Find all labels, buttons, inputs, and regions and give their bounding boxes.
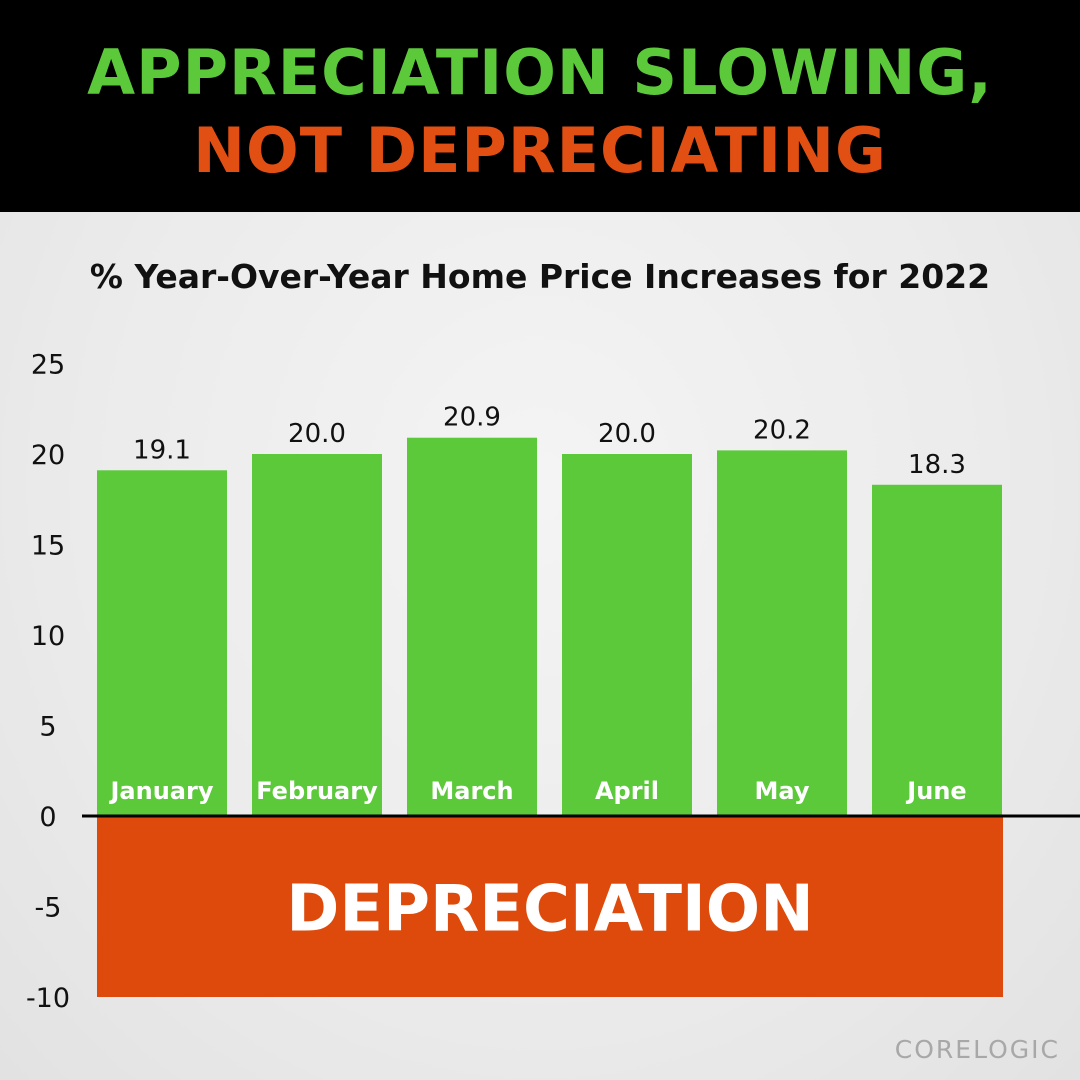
data-label: 20.9 — [443, 403, 501, 433]
category-label: March — [430, 777, 513, 805]
y-tick-label: -5 — [35, 893, 62, 924]
y-tick-label: -10 — [26, 983, 70, 1014]
category-label: January — [109, 777, 214, 805]
depreciation-zone — [97, 816, 1003, 997]
data-label: 19.1 — [133, 435, 191, 465]
y-tick-label: 15 — [31, 531, 65, 562]
bar — [717, 450, 847, 816]
bar — [562, 454, 692, 816]
category-label: May — [755, 777, 810, 805]
data-label: 20.0 — [288, 419, 346, 449]
y-tick-label: 25 — [31, 350, 65, 381]
y-tick-label: 5 — [39, 712, 56, 743]
chart-title: % Year-Over-Year Home Price Increases fo… — [89, 257, 991, 296]
bar — [407, 437, 537, 816]
category-label: June — [905, 777, 966, 805]
category-label: April — [595, 777, 659, 805]
headline-banner: APPRECIATION SLOWING, NOT DEPRECIATING — [0, 0, 1080, 212]
source-credit: CORELOGIC — [894, 1035, 1060, 1064]
headline-line-2: NOT DEPRECIATING — [193, 114, 887, 187]
category-label: February — [256, 777, 378, 805]
data-label: 20.0 — [598, 419, 656, 449]
data-label: 20.2 — [753, 415, 811, 445]
headline-line-1: APPRECIATION SLOWING, — [87, 36, 993, 109]
y-tick-label: 0 — [39, 802, 56, 833]
bar — [872, 484, 1002, 816]
y-tick-label: 10 — [31, 621, 65, 652]
y-tick-label: 20 — [31, 440, 65, 471]
depreciation-label: DEPRECIATION — [286, 873, 814, 947]
bar — [97, 470, 227, 816]
bar — [252, 454, 382, 816]
data-label: 18.3 — [908, 450, 966, 480]
